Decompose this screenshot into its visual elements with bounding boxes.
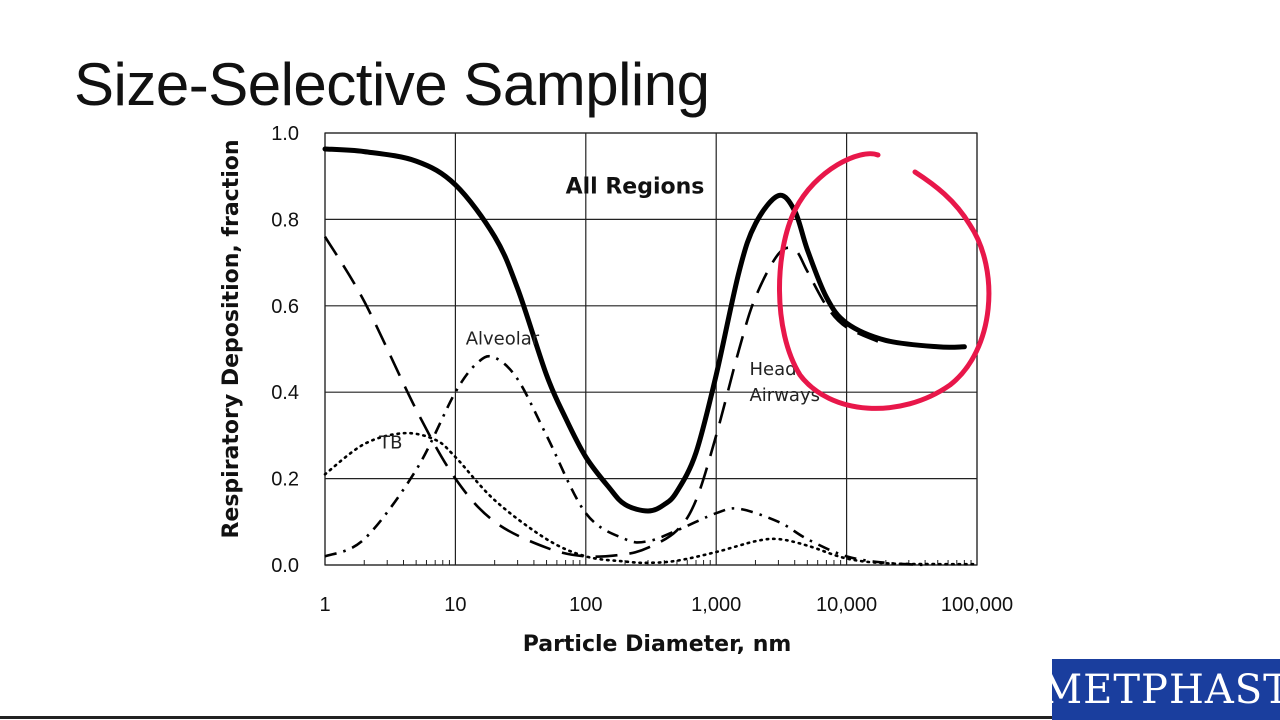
x-tick-label-5: 100,000 <box>941 594 1013 616</box>
x-tick-label-1: 10 <box>444 594 466 616</box>
metphast-logo: METPHAST <box>1041 659 1280 720</box>
annotation-all-regions: All Regions <box>566 174 705 199</box>
annotations-layer: All Regions Alveolar Head Airways TB <box>378 174 820 453</box>
annotation-airways: Airways <box>749 385 820 406</box>
x-tick-label-4: 10,000 <box>816 594 877 616</box>
logo-text: METPHAST <box>1041 666 1280 713</box>
curves-layer <box>322 146 979 567</box>
series-all-regions <box>322 146 967 514</box>
grid-layer <box>324 132 978 566</box>
footer-rule <box>0 716 1052 719</box>
annotation-tb: TB <box>378 432 402 453</box>
series-head-airways <box>323 236 887 558</box>
x-tick-label-3: 1,000 <box>691 594 741 616</box>
y-tick-label-0: 0.0 <box>271 555 299 577</box>
series-alveolar <box>324 354 926 567</box>
tick-labels: 1 10 100 1,000 10,000 100,000 0.0 0.2 0.4 0.6 0.8 1… <box>271 123 1013 616</box>
y-tick-label-4: 0.8 <box>271 209 299 231</box>
x-tick-label-2: 100 <box>569 594 602 616</box>
y-tick-label-5: 1.0 <box>271 123 299 145</box>
y-axis-title: Respiratory Deposition, fraction <box>219 139 244 538</box>
y-tick-label-2: 0.4 <box>271 382 299 404</box>
annotation-alveolar: Alveolar <box>466 329 540 350</box>
x-tick-label-0: 1 <box>319 594 330 616</box>
x-axis-title: Particle Diameter, nm <box>523 632 792 657</box>
slide-title: Size-Selective Sampling <box>74 51 710 118</box>
annotation-head: Head <box>749 359 796 380</box>
y-tick-label-3: 0.6 <box>271 296 299 318</box>
y-tick-label-1: 0.2 <box>271 469 299 491</box>
annotation-circle <box>777 151 992 411</box>
series-tb <box>323 431 979 566</box>
